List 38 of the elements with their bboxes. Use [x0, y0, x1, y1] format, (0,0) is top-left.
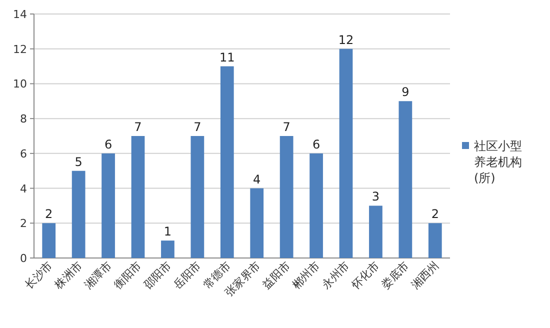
- x-tick-label: 岳阳市: [171, 258, 204, 292]
- bar: [369, 206, 382, 258]
- data-label: 5: [74, 154, 82, 169]
- y-tick-label: 4: [20, 182, 27, 196]
- data-label: 2: [45, 207, 53, 222]
- data-label: 11: [220, 50, 235, 64]
- bar: [339, 48, 353, 258]
- bar: [42, 223, 56, 258]
- bar: [250, 188, 264, 258]
- bar: [190, 136, 204, 258]
- data-label: 6: [312, 137, 320, 152]
- bar: [428, 223, 442, 258]
- data-label: 7: [282, 120, 290, 134]
- data-label: 3: [372, 190, 380, 204]
- y-tick-label: 12: [13, 42, 27, 56]
- y-tick-label: 8: [20, 112, 27, 126]
- bar: [131, 136, 145, 258]
- data-label: 12: [338, 32, 354, 47]
- bar: [398, 101, 412, 258]
- data-label: 2: [431, 207, 439, 222]
- data-label: 6: [104, 137, 112, 152]
- bar: [280, 136, 294, 258]
- bar: [102, 153, 115, 258]
- y-tick-label: 0: [20, 252, 27, 265]
- data-label: 7: [194, 120, 202, 134]
- bar: [220, 66, 234, 258]
- y-tick-label: 10: [13, 78, 27, 91]
- bar: [72, 170, 86, 258]
- legend-label: 社区小型养老机构(所): [474, 139, 522, 185]
- bar: [310, 153, 323, 258]
- data-label: 4: [253, 172, 261, 186]
- data-label: 7: [134, 120, 142, 134]
- y-tick-label: 6: [20, 147, 27, 160]
- y-tick-label: 2: [20, 217, 27, 230]
- y-tick-label: 14: [13, 8, 27, 21]
- data-label: 9: [402, 85, 410, 100]
- bar: [161, 240, 174, 258]
- data-label: 1: [164, 224, 172, 239]
